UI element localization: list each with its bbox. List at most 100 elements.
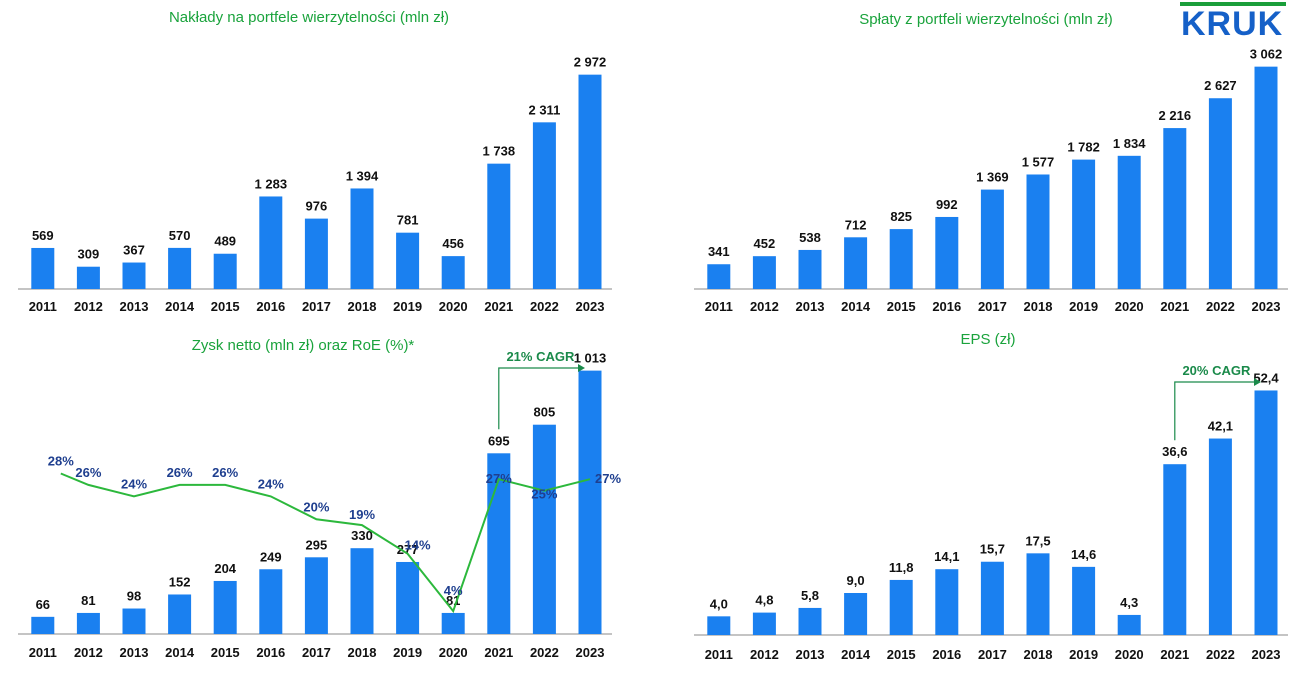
bar-2017: [304, 218, 328, 289]
x-tick-label-2016: 2016: [932, 299, 961, 314]
roe-label-2013: 24%: [121, 476, 147, 491]
bar-2021: [487, 163, 511, 289]
value-label-2018: 17,5: [1025, 533, 1050, 548]
value-label-2014: 712: [845, 217, 867, 232]
roe-line: [60, 472, 591, 614]
logo-text: KRUK: [1181, 5, 1284, 43]
bar-2019: [1072, 566, 1096, 635]
x-tick-label-2017: 2017: [978, 647, 1007, 662]
value-label-2011: 341: [708, 244, 730, 259]
value-label-2016: 992: [936, 197, 958, 212]
value-label-2012: 81: [81, 593, 95, 608]
x-tick-label-2017: 2017: [302, 645, 331, 660]
value-label-2019: 14,6: [1071, 547, 1096, 562]
x-tick-label-2023: 2023: [576, 299, 605, 314]
value-label-2011: 66: [36, 597, 50, 612]
bar-2023: [578, 370, 602, 634]
bar-2018: [350, 548, 374, 634]
value-label-2022: 42,1: [1208, 419, 1233, 434]
x-tick-label-2017: 2017: [978, 299, 1007, 314]
x-tick-label-2021: 2021: [1160, 647, 1189, 662]
bar-2021: [1163, 128, 1187, 289]
roe-label-2014: 26%: [167, 465, 193, 480]
x-tick-label-2020: 2020: [1115, 647, 1144, 662]
roe-label-2017: 20%: [303, 499, 329, 514]
value-label-2013: 98: [127, 589, 141, 604]
bar-2017: [980, 189, 1004, 289]
bar-2015: [213, 580, 237, 634]
x-tick-label-2011: 2011: [29, 645, 57, 660]
bar-2012: [752, 612, 776, 635]
bar-2016: [935, 569, 959, 635]
value-label-2016: 1 283: [255, 176, 288, 191]
x-tick-label-2019: 2019: [1069, 647, 1098, 662]
value-label-2023: 1 013: [574, 351, 607, 366]
value-label-2022: 805: [534, 405, 556, 420]
chart-title-naklady: Nakłady na portfele wierzytelności (mln …: [168, 9, 450, 26]
cagr-label: 21% CAGR: [506, 349, 575, 364]
value-label-2020: 1 834: [1113, 136, 1146, 151]
value-label-2014: 9,0: [847, 573, 865, 588]
x-tick-label-2018: 2018: [1024, 647, 1053, 662]
value-label-2018: 1 394: [346, 168, 379, 183]
x-tick-label-2015: 2015: [211, 299, 240, 314]
chart-title-zysk: Zysk netto (mln zł) oraz RoE (%)*: [191, 337, 415, 354]
value-label-2013: 5,8: [801, 588, 819, 603]
x-tick-label-2015: 2015: [887, 647, 916, 662]
value-label-2020: 4,3: [1120, 595, 1138, 610]
bar-2015: [889, 579, 913, 635]
x-tick-label-2018: 2018: [348, 645, 377, 660]
x-tick-label-2013: 2013: [120, 645, 149, 660]
bar-2014: [168, 594, 192, 634]
value-label-2017: 15,7: [980, 542, 1005, 557]
bar-2017: [980, 561, 1004, 635]
bar-2011: [31, 247, 55, 289]
value-label-2019: 277: [397, 542, 419, 557]
bar-2013: [122, 608, 146, 634]
value-label-2015: 825: [890, 209, 912, 224]
x-tick-label-2018: 2018: [1024, 299, 1053, 314]
bar-2013: [798, 249, 822, 289]
bar-2022: [1208, 438, 1232, 635]
x-tick-label-2023: 2023: [1252, 299, 1281, 314]
bar-2011: [31, 616, 55, 634]
value-label-2016: 249: [260, 549, 282, 564]
bar-2011: [707, 616, 731, 635]
value-label-2021: 36,6: [1162, 444, 1187, 459]
bar-2020: [1117, 155, 1141, 289]
x-tick-label-2020: 2020: [439, 645, 468, 660]
bar-2020: [441, 256, 465, 289]
roe-label-2020: 4%: [444, 583, 463, 598]
roe-label-2011: 28%: [48, 453, 74, 468]
value-label-2020: 456: [442, 236, 464, 251]
x-tick-label-2021: 2021: [484, 299, 513, 314]
cagr-label: 20% CAGR: [1182, 363, 1251, 378]
bar-2018: [1026, 553, 1050, 635]
x-tick-label-2020: 2020: [439, 299, 468, 314]
value-label-2013: 367: [123, 243, 145, 258]
value-label-2021: 1 738: [483, 144, 516, 159]
value-label-2015: 204: [214, 561, 236, 576]
x-tick-label-2021: 2021: [484, 645, 513, 660]
chart-title-eps: EPS (zł): [960, 331, 1016, 348]
value-label-2023: 3 062: [1250, 47, 1283, 62]
cagr-arrow-head: [1254, 378, 1261, 386]
x-tick-label-2017: 2017: [302, 299, 331, 314]
cagr-arrow-line: [498, 367, 578, 430]
bar-2021: [1163, 464, 1187, 635]
x-tick-label-2014: 2014: [841, 647, 871, 662]
bar-2014: [168, 247, 192, 289]
value-label-2018: 330: [351, 528, 373, 543]
bar-2015: [889, 229, 913, 289]
roe-label-2021: 27%: [486, 471, 512, 486]
bar-2019: [396, 232, 420, 289]
value-label-2012: 309: [78, 247, 100, 262]
x-tick-label-2023: 2023: [576, 645, 605, 660]
value-label-2014: 152: [169, 574, 191, 589]
x-tick-label-2012: 2012: [750, 647, 779, 662]
value-label-2022: 2 311: [528, 102, 560, 117]
x-tick-label-2011: 2011: [705, 647, 733, 662]
value-label-2021: 2 216: [1159, 108, 1192, 123]
